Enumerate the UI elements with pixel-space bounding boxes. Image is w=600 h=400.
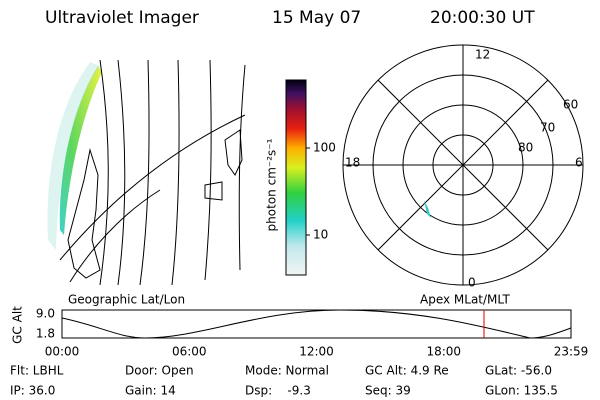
polar-plot <box>342 44 584 286</box>
timeline-y-tick: 9.0 <box>36 307 55 321</box>
mlt-label: 0 <box>468 276 476 290</box>
timeline-x-tick: 06:00 <box>172 345 207 359</box>
mlt-label: 6 <box>575 156 583 170</box>
lat-label: 70 <box>540 121 555 135</box>
footer-field: Flt: LBHL <box>10 364 64 378</box>
lat-label: 80 <box>518 141 533 155</box>
image-panel <box>47 59 246 286</box>
timeline-box <box>61 309 572 339</box>
altitude-curve <box>61 309 572 339</box>
footer-field: IP: 36.0 <box>10 384 55 398</box>
colorbar-label: photon cm⁻²s⁻¹ <box>265 138 279 231</box>
timeline-y-tick: 1.8 <box>36 327 55 341</box>
colorbar <box>285 79 307 276</box>
timeline-right-label: Apex MLat/MLT <box>420 293 510 307</box>
footer-field: Gain: 14 <box>125 384 176 398</box>
timeline-x-tick: 12:00 <box>299 345 334 359</box>
footer-field: Door: Open <box>125 364 194 378</box>
colorbar-tick-label: 10 <box>313 228 328 242</box>
title: Ultraviolet Imager <box>45 8 199 28</box>
mlt-label: 12 <box>475 48 490 62</box>
mlt-label: 18 <box>345 156 360 170</box>
footer-field: GLat: -56.0 <box>485 364 552 378</box>
timeline-y-label: GC Alt <box>11 306 25 344</box>
lat-label: 60 <box>563 98 578 112</box>
timeline-x-tick: 00:00 <box>45 345 80 359</box>
timeline-x-tick: 23:59 <box>554 345 589 359</box>
footer-field: Seq: 39 <box>365 384 411 398</box>
colorbar-tick-label: 100 <box>313 141 336 155</box>
footer-field: GC Alt: 4.9 Re <box>365 364 449 378</box>
footer-field: Mode: Normal <box>245 364 329 378</box>
time: 20:00:30 UT <box>430 8 535 28</box>
footer-field: GLon: 135.5 <box>485 384 558 398</box>
timeline-left-label: Geographic Lat/Lon <box>68 293 185 307</box>
timeline-x-tick: 18:00 <box>426 345 461 359</box>
footer-field: Dsp: -9.3 <box>245 384 311 398</box>
date: 15 May 07 <box>272 8 361 28</box>
